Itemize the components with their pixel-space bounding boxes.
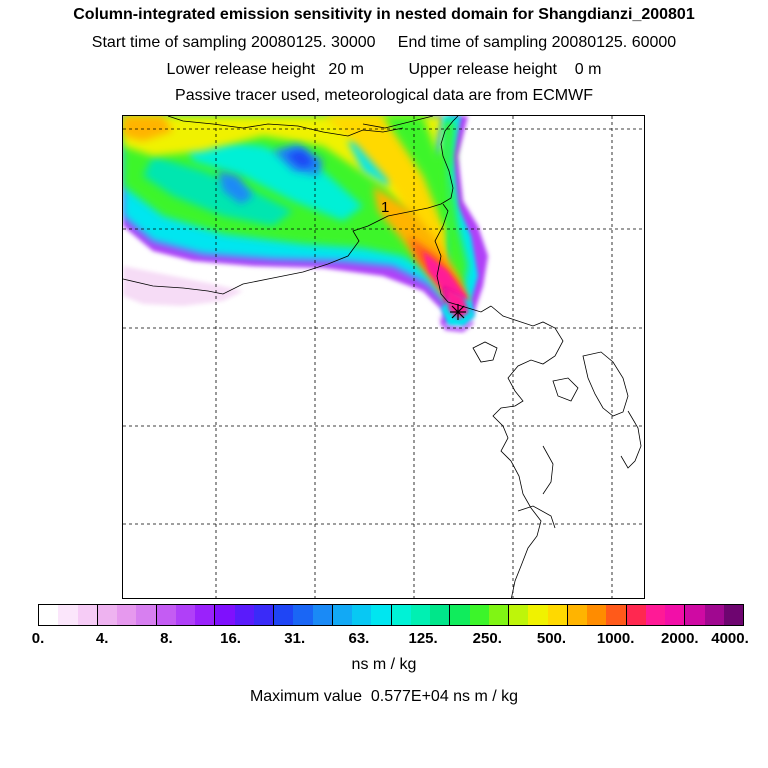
colorbar-swatch bbox=[273, 605, 294, 625]
colorbar-swatch bbox=[96, 605, 117, 625]
colorbar-tick-labels: 0. 4. 8. 16. 31. 63. 125. 250. 500. 1000. 2000. 400… bbox=[0, 630, 768, 650]
colorbar-swatch bbox=[625, 605, 646, 625]
colorbar-swatch bbox=[39, 605, 59, 625]
colorbar-swatch bbox=[723, 605, 743, 625]
colorbar-swatch bbox=[155, 605, 176, 625]
graticule bbox=[123, 116, 644, 598]
colorbar-swatch bbox=[175, 605, 195, 625]
colorbar-swatch bbox=[528, 605, 548, 625]
colorbar-swatch bbox=[214, 605, 235, 625]
colorbar-swatch bbox=[371, 605, 391, 625]
colorbar-swatch bbox=[606, 605, 626, 625]
colorbar-swatch bbox=[684, 605, 705, 625]
colorbar-swatch bbox=[195, 605, 215, 625]
colorbar-swatch bbox=[234, 605, 254, 625]
colorbar-swatch bbox=[488, 605, 508, 625]
colorbar-swatch bbox=[410, 605, 430, 625]
colorbar-swatch bbox=[58, 605, 78, 625]
maximum-value: Maximum value 0.577E+04 ns m / kg bbox=[249, 688, 519, 705]
receptor-number-label: 1 bbox=[381, 199, 389, 216]
colorbar-tick-label: 8. bbox=[160, 630, 173, 647]
map-canvas: 1 bbox=[123, 116, 644, 598]
colorbar-tick-label: 31. bbox=[284, 630, 306, 647]
colorbar-tick-label: 500. bbox=[536, 630, 567, 647]
colorbar-tick-label: 4000. bbox=[711, 630, 749, 647]
coastlines bbox=[123, 116, 642, 598]
colorbar-swatch bbox=[117, 605, 137, 625]
release-heights: Lower release height 20 m Upper release … bbox=[166, 61, 602, 78]
map-title: Column-integrated emission sensitivity i… bbox=[73, 6, 695, 23]
colorbar-swatch bbox=[469, 605, 489, 625]
sampling-times: Start time of sampling 20080125. 30000 E… bbox=[91, 34, 677, 51]
colorbar-swatch bbox=[312, 605, 332, 625]
colorbar-swatch bbox=[77, 605, 97, 625]
colorbar-tick-label: 1000. bbox=[596, 630, 635, 647]
colorbar-tick-label: 4. bbox=[95, 630, 109, 647]
colorbar-tick-label: 0. bbox=[31, 630, 45, 647]
colorbar-swatch bbox=[566, 605, 587, 625]
colorbar-tick-label: 2000. bbox=[661, 630, 699, 647]
colorbar-swatch bbox=[430, 605, 450, 625]
colorbar-swatch bbox=[508, 605, 529, 625]
colorbar-swatch bbox=[352, 605, 372, 625]
colorbar-swatch bbox=[390, 605, 411, 625]
colorbar-swatch bbox=[587, 605, 607, 625]
colorbar-tick-label: 63. bbox=[348, 630, 370, 647]
colorbar-tick-label: 16. bbox=[220, 630, 241, 647]
colorbar-swatch bbox=[547, 605, 567, 625]
colorbar bbox=[38, 604, 744, 626]
colorbar-swatch bbox=[665, 605, 685, 625]
colorbar-tick-label: 125. bbox=[408, 630, 438, 647]
colorbar-swatch bbox=[293, 605, 313, 625]
colorbar-swatch bbox=[645, 605, 665, 625]
colorbar-swatch bbox=[253, 605, 273, 625]
emission-sensitivity-field bbox=[123, 116, 488, 332]
colorbar-swatch bbox=[136, 605, 156, 625]
colorbar-unit: ns m / kg bbox=[351, 656, 417, 673]
colorbar-swatch bbox=[331, 605, 352, 625]
sensitivity-map: 1 bbox=[122, 115, 645, 599]
colorbar-swatch bbox=[449, 605, 470, 625]
tracer-info: Passive tracer used, meteorological data… bbox=[175, 87, 593, 104]
colorbar-swatch bbox=[704, 605, 724, 625]
receptor-marker bbox=[450, 304, 466, 320]
colorbar-tick-label: 250. bbox=[472, 630, 502, 647]
